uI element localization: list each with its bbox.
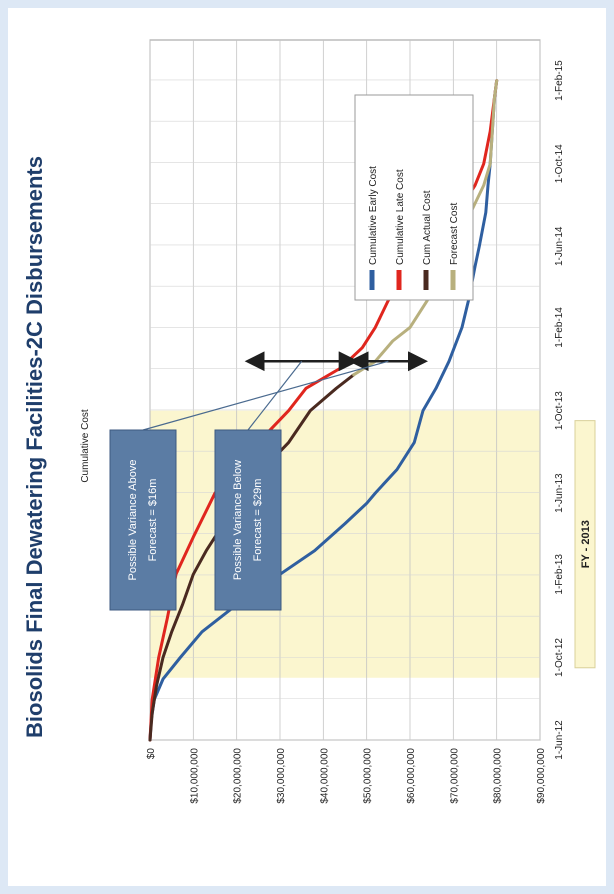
legend-box xyxy=(354,94,474,301)
annotation-text: Possible Variance Below xyxy=(232,460,244,580)
chart-title: Biosolids Final Dewatering Facilities-2C… xyxy=(22,156,47,738)
y-tick-label: $80,000,000 xyxy=(493,748,504,804)
y-axis-label: Cumulative Cost xyxy=(80,409,91,483)
y-tick-label: $30,000,000 xyxy=(276,748,287,804)
y-tick-label: $70,000,000 xyxy=(449,748,460,804)
x-tick-label: 1-Feb-13 xyxy=(554,554,565,595)
annotation-leader xyxy=(142,360,389,431)
annotation-text: Forecast = $29m xyxy=(252,479,264,562)
x-tick-label: 1-Oct-14 xyxy=(554,144,565,183)
y-tick-label: $0 xyxy=(146,748,157,760)
y-tick-label: $50,000,000 xyxy=(363,748,374,804)
y-tick-label: $90,000,000 xyxy=(536,748,547,804)
tick-labels: $0 $10,000,000 $20,000,000 $30,000,000 $40,0… xyxy=(146,60,596,804)
fy-label-box xyxy=(574,420,596,669)
fy-label: FY - 2013 xyxy=(580,520,592,568)
x-tick-label: 1-Oct-13 xyxy=(554,391,565,430)
legend-label: Cum Actual Cost xyxy=(422,190,433,265)
fy-shaded-region xyxy=(150,410,540,678)
annotation-box xyxy=(109,429,177,611)
annotations: Possible Variance Above Forecast = $16m Po… xyxy=(109,351,428,611)
annotation-text: Forecast = $16m xyxy=(147,479,159,562)
annotation-text: Possible Variance Above xyxy=(127,460,139,581)
x-tick-label: 1-Jun-13 xyxy=(554,473,565,513)
annotation-leader xyxy=(247,360,303,431)
series-line-cumulative-early-cost xyxy=(148,79,499,742)
x-tick-label: 1-Oct-12 xyxy=(554,638,565,677)
annotation-box xyxy=(214,429,282,611)
legend-label: Cumulative Late Cost xyxy=(395,169,406,265)
x-tick-label: 1-Jun-12 xyxy=(554,720,565,760)
x-tick-label: 1-Feb-14 xyxy=(554,307,565,348)
series-line-cum-actual-cost xyxy=(148,373,356,742)
y-tick-label: $40,000,000 xyxy=(319,748,330,804)
x-tick-label: 1-Feb-15 xyxy=(554,60,565,101)
y-tick-label: $60,000,000 xyxy=(406,748,417,804)
x-tick-label: 1-Jun-14 xyxy=(554,226,565,266)
y-tick-label: $20,000,000 xyxy=(233,748,244,804)
legend-label: Forecast Cost xyxy=(449,203,460,265)
y-tick-label: $10,000,000 xyxy=(189,748,200,804)
legend-label: Cumulative Early Cost xyxy=(368,166,379,265)
legend: Cumulative Early Cost Cumulative Late Cos… xyxy=(354,94,474,301)
